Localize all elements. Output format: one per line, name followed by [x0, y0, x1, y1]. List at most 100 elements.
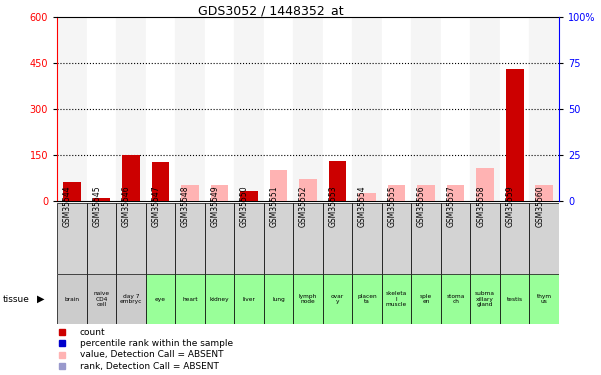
Text: percentile rank within the sample: percentile rank within the sample [80, 339, 233, 348]
Bar [382, 202, 411, 274]
Text: skeleta
l
muscle: skeleta l muscle [386, 291, 407, 308]
Text: kidney: kidney [210, 297, 229, 302]
Text: GSM35548: GSM35548 [181, 185, 190, 227]
Text: GDS3052 / 1448352_at: GDS3052 / 1448352_at [198, 4, 343, 17]
Text: GSM35556: GSM35556 [417, 185, 426, 227]
Bar [145, 202, 175, 274]
Text: GSM35553: GSM35553 [329, 185, 338, 227]
Bar [382, 274, 411, 324]
Text: GSM35545: GSM35545 [93, 185, 102, 227]
Text: heart: heart [182, 297, 198, 302]
Bar [87, 202, 116, 274]
Text: GSM35555: GSM35555 [388, 185, 397, 227]
Bar [57, 202, 87, 274]
Text: subma
xillary
gland: subma xillary gland [475, 291, 495, 308]
Text: GSM35544: GSM35544 [63, 185, 72, 227]
Bar [411, 17, 441, 201]
Text: testis: testis [507, 297, 523, 302]
Bar [145, 274, 175, 324]
Bar [352, 274, 382, 324]
Bar [234, 274, 264, 324]
Text: GSM35549: GSM35549 [210, 185, 219, 227]
Bar [205, 17, 234, 201]
Text: GSM35551: GSM35551 [269, 185, 278, 227]
Bar [352, 202, 382, 274]
Text: eye: eye [155, 297, 166, 302]
Text: GSM35557: GSM35557 [447, 185, 456, 227]
Text: tissue: tissue [3, 295, 30, 304]
Bar [181, 185, 199, 201]
Bar [293, 202, 323, 274]
Bar [234, 202, 264, 274]
Bar [122, 154, 140, 201]
Text: ▶: ▶ [37, 294, 44, 304]
Text: naive
CD4
cell: naive CD4 cell [93, 291, 109, 308]
Bar [299, 179, 317, 201]
Bar [500, 17, 529, 201]
Bar [116, 17, 145, 201]
Bar [293, 17, 323, 201]
Bar [323, 17, 352, 201]
Bar [388, 185, 406, 201]
Bar [270, 170, 287, 201]
Bar [441, 274, 471, 324]
Text: GSM35554: GSM35554 [358, 185, 367, 227]
Bar [471, 17, 500, 201]
Bar [57, 274, 87, 324]
Text: rank, Detection Call = ABSENT: rank, Detection Call = ABSENT [80, 362, 219, 371]
Text: liver: liver [243, 297, 255, 302]
Bar [205, 202, 234, 274]
Text: GSM35559: GSM35559 [505, 185, 514, 227]
Bar [411, 202, 441, 274]
Text: ovar
y: ovar y [331, 294, 344, 304]
Bar [63, 182, 81, 201]
Text: brain: brain [64, 297, 79, 302]
Bar [352, 17, 382, 201]
Bar [329, 161, 346, 201]
Bar [529, 17, 559, 201]
Bar [87, 274, 116, 324]
Bar [240, 191, 258, 201]
Bar [323, 274, 352, 324]
Bar [264, 274, 293, 324]
Bar [441, 17, 471, 201]
Bar [264, 17, 293, 201]
Text: stoma
ch: stoma ch [447, 294, 465, 304]
Bar [323, 202, 352, 274]
Bar [57, 17, 87, 201]
Text: GSM35558: GSM35558 [476, 185, 485, 227]
Bar [500, 202, 529, 274]
Bar [506, 69, 523, 201]
Bar [151, 162, 169, 201]
Text: placen
ta: placen ta [357, 294, 377, 304]
Text: GSM35546: GSM35546 [122, 185, 131, 227]
Bar [411, 274, 441, 324]
Text: sple
en: sple en [420, 294, 432, 304]
Bar [529, 274, 559, 324]
Bar [264, 202, 293, 274]
Bar [175, 274, 205, 324]
Bar [471, 274, 500, 324]
Bar [535, 185, 553, 201]
Bar [500, 274, 529, 324]
Bar [175, 17, 205, 201]
Text: lung: lung [272, 297, 285, 302]
Text: value, Detection Call = ABSENT: value, Detection Call = ABSENT [80, 350, 223, 359]
Bar [116, 274, 145, 324]
Text: GSM35547: GSM35547 [151, 185, 160, 227]
Bar [417, 185, 435, 201]
Bar [476, 168, 494, 201]
Text: GSM35552: GSM35552 [299, 185, 308, 227]
Bar [529, 202, 559, 274]
Text: day 7
embryc: day 7 embryc [120, 294, 142, 304]
Bar [293, 274, 323, 324]
Bar [175, 202, 205, 274]
Text: GSM35550: GSM35550 [240, 185, 249, 227]
Bar [145, 17, 175, 201]
Bar [210, 185, 228, 201]
Text: count: count [80, 328, 105, 337]
Bar [358, 193, 376, 201]
Text: thym
us: thym us [537, 294, 552, 304]
Bar [116, 202, 145, 274]
Bar [382, 17, 411, 201]
